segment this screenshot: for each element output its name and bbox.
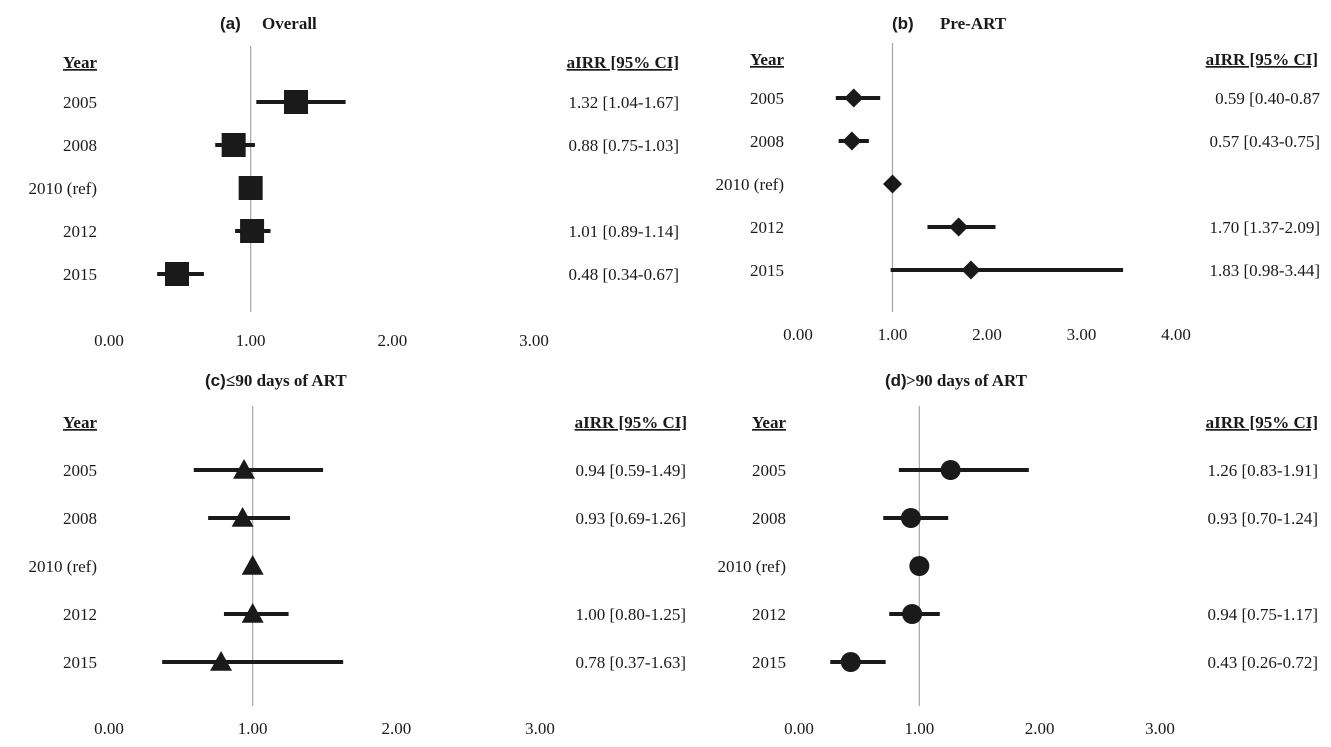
airr-value: 0.94 [0.59-1.49]: [576, 461, 686, 480]
row-label: 2015: [752, 653, 786, 672]
row-label: 2005: [750, 89, 784, 108]
year-header: Year: [752, 413, 786, 432]
x-tick-label: 4.00: [1161, 325, 1191, 344]
point-marker: [842, 131, 862, 151]
airr-value: 0.88 [0.75-1.03]: [569, 136, 679, 155]
row-label: 2008: [63, 509, 97, 528]
point-marker: [165, 262, 189, 286]
point-marker: [844, 88, 864, 108]
point-marker: [238, 176, 263, 200]
row-label: 2010 (ref): [29, 557, 97, 576]
year-header: Year: [63, 413, 97, 432]
airr-header: aIRR [95% CI]: [1206, 413, 1318, 432]
panel-title: ≤90 days of ART: [226, 371, 347, 390]
point-marker: [221, 133, 246, 157]
row-label: 2005: [752, 461, 786, 480]
x-tick-label: 3.00: [519, 331, 549, 350]
row-label: 2015: [63, 653, 97, 672]
x-tick-label: 0.00: [783, 325, 813, 344]
panel-label: (d): [885, 371, 907, 390]
x-tick-label: 3.00: [1145, 719, 1175, 738]
airr-value: 1.70 [1.37-2.09]: [1210, 218, 1320, 237]
airr-value: 1.83 [0.98-3.44]: [1210, 261, 1320, 280]
x-tick-label: 1.00: [236, 331, 266, 350]
point-marker: [231, 507, 254, 527]
point-marker: [900, 508, 921, 528]
airr-header: aIRR [95% CI]: [1206, 50, 1318, 69]
point-marker: [241, 603, 264, 623]
point-marker: [940, 460, 961, 480]
panel-label: (a): [220, 14, 241, 33]
panel-label: (b): [892, 14, 914, 33]
panel-a: (a) Overall Year aIRR [95% CI] 0.00 1.00 2.00 3…: [29, 14, 679, 350]
row-label: 2010 (ref): [29, 179, 97, 198]
point-marker: [909, 556, 930, 576]
airr-header: aIRR [95% CI]: [575, 413, 687, 432]
x-tick-label: 1.00: [878, 325, 908, 344]
airr-value: 0.93 [0.70-1.24]: [1208, 509, 1318, 528]
point-marker: [241, 555, 264, 575]
row-label: 2012: [63, 222, 97, 241]
airr-value: 1.00 [0.80-1.25]: [576, 605, 686, 624]
airr-header: aIRR [95% CI]: [567, 53, 679, 72]
row-label: 2012: [752, 605, 786, 624]
row-label: 2015: [750, 261, 784, 280]
point-marker: [949, 217, 969, 237]
panel-title: Pre-ART: [940, 14, 1007, 33]
row-label: 2008: [750, 132, 784, 151]
airr-value: 0.57 [0.43-0.75]: [1210, 132, 1320, 151]
point-marker: [284, 90, 308, 114]
row-label: 2008: [63, 136, 97, 155]
x-tick-label: 3.00: [525, 719, 555, 738]
year-header: Year: [63, 53, 97, 72]
x-tick-label: 0.00: [784, 719, 814, 738]
row-label: 2008: [752, 509, 786, 528]
panel-b: (b) Pre-ART Year aIRR [95% CI] 0.00 1.00 2.00 3…: [716, 14, 1321, 344]
point-marker: [840, 652, 861, 672]
row-label: 2012: [63, 605, 97, 624]
airr-value: 0.78 [0.37-1.63]: [576, 653, 686, 672]
row-label: 2012: [750, 218, 784, 237]
panel-c: (c) ≤90 days of ART Year aIRR [95% CI] 0.00 1…: [29, 371, 687, 738]
airr-value: 0.94 [0.75-1.17]: [1208, 605, 1318, 624]
airr-value: 0.59 [0.40-0.87: [1215, 89, 1320, 108]
airr-value: 1.32 [1.04-1.67]: [569, 93, 679, 112]
panel-d: (d) >90 days of ART Year aIRR [95% CI] 0.00 1…: [718, 371, 1318, 738]
x-tick-label: 2.00: [972, 325, 1002, 344]
panel-title: >90 days of ART: [906, 371, 1028, 390]
x-tick-label: 0.00: [94, 719, 124, 738]
x-tick-label: 0.00: [94, 331, 124, 350]
year-header: Year: [750, 50, 784, 69]
airr-value: 1.01 [0.89-1.14]: [569, 222, 679, 241]
row-label: 2015: [63, 265, 97, 284]
panel-label: (c): [205, 371, 226, 390]
panel-title: Overall: [262, 14, 317, 33]
point-marker: [240, 219, 265, 243]
x-tick-label: 2.00: [377, 331, 407, 350]
point-marker: [902, 604, 923, 624]
row-label: 2010 (ref): [718, 557, 786, 576]
airr-value: 1.26 [0.83-1.91]: [1208, 461, 1318, 480]
x-tick-label: 1.00: [904, 719, 934, 738]
point-marker: [233, 459, 256, 479]
point-marker: [883, 174, 902, 194]
airr-value: 0.43 [0.26-0.72]: [1208, 653, 1318, 672]
point-marker: [210, 651, 233, 671]
airr-value: 0.93 [0.69-1.26]: [576, 509, 686, 528]
x-tick-label: 1.00: [238, 719, 268, 738]
x-tick-label: 3.00: [1067, 325, 1097, 344]
row-label: 2005: [63, 93, 97, 112]
x-tick-label: 2.00: [1025, 719, 1055, 738]
row-label: 2010 (ref): [716, 175, 784, 194]
point-marker: [961, 260, 981, 280]
airr-value: 0.48 [0.34-0.67]: [569, 265, 679, 284]
x-tick-label: 2.00: [381, 719, 411, 738]
row-label: 2005: [63, 461, 97, 480]
